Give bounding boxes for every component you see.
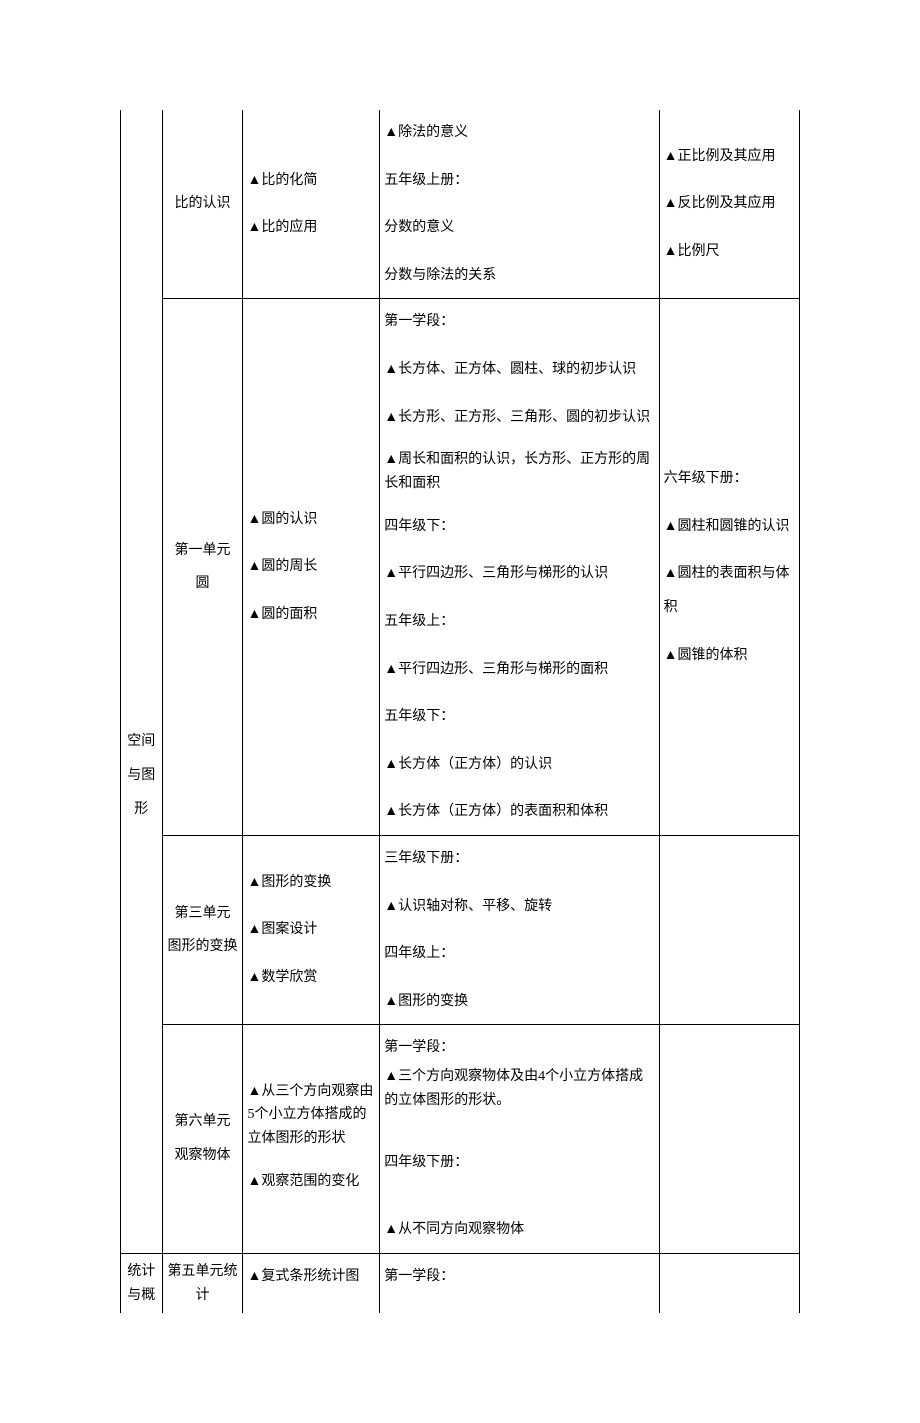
cell: ▲从三个方向观察由5个小立方体搭成的立体图形的形状 ▲观察范围的变化 bbox=[243, 1025, 380, 1254]
cell: 六年级下册： ▲圆柱和圆锥的认识 ▲圆柱的表面积与体积 ▲圆锥的体积 bbox=[659, 299, 799, 836]
text: 第一学段： bbox=[384, 305, 654, 339]
text: 比的认识 bbox=[175, 196, 231, 211]
text: ▲反比例及其应用 bbox=[664, 187, 795, 221]
text: 第一单元 bbox=[167, 534, 239, 568]
cell: 比的认识 bbox=[162, 110, 243, 299]
cell: 第三单元 图形的变换 bbox=[162, 835, 243, 1024]
curriculum-table: 比的认识 ▲比的化简 ▲比的应用 ▲除法的意义 五年级上册： 分数的意义 分数与… bbox=[120, 110, 800, 1313]
table-row: 比的认识 ▲比的化简 ▲比的应用 ▲除法的意义 五年级上册： 分数的意义 分数与… bbox=[121, 110, 800, 299]
cell: 第六单元 观察物体 bbox=[162, 1025, 243, 1254]
table-row: 统计与概 第五单元统计 ▲复式条形统计图 第一学段： bbox=[121, 1253, 800, 1313]
cell: 统计与概 bbox=[121, 1253, 163, 1313]
text: ▲图形的变换 bbox=[247, 866, 375, 900]
text: ▲比的应用 bbox=[247, 211, 375, 245]
cell: 三年级下册： ▲认识轴对称、平移、旋转 四年级上： ▲图形的变换 bbox=[380, 835, 659, 1024]
text: ▲圆柱的表面积与体积 bbox=[664, 557, 795, 624]
text: 第五单元统计 bbox=[168, 1264, 238, 1303]
cell bbox=[659, 1025, 799, 1254]
cell: ▲正比例及其应用 ▲反比例及其应用 ▲比例尺 bbox=[659, 110, 799, 299]
text: 三年级下册： bbox=[384, 842, 654, 876]
cell: 第一单元 圆 bbox=[162, 299, 243, 836]
text: ▲从三个方向观察由5个小立方体搭成的立体图形的形状 bbox=[247, 1080, 375, 1151]
text: 第一学段： bbox=[384, 1031, 654, 1065]
text: 分数与除法的关系 bbox=[384, 259, 654, 293]
cell bbox=[659, 1253, 799, 1313]
cell: 第一学段： bbox=[380, 1253, 659, 1313]
text: ▲数学欣赏 bbox=[247, 961, 375, 995]
text: ▲认识轴对称、平移、旋转 bbox=[384, 890, 654, 924]
text: 第六单元 bbox=[167, 1105, 239, 1139]
text: 统计与概 bbox=[127, 1264, 155, 1303]
text: ▲正比例及其应用 bbox=[664, 140, 795, 174]
text: ▲圆锥的体积 bbox=[664, 639, 795, 673]
text: ▲观察范围的变化 bbox=[247, 1165, 375, 1199]
cell: ▲比的化简 ▲比的应用 bbox=[243, 110, 380, 299]
text: ▲长方体（正方体）的表面积和体积 bbox=[384, 795, 654, 829]
text: 四年级下册： bbox=[384, 1146, 654, 1180]
text: 分数的意义 bbox=[384, 211, 654, 245]
text: ▲比例尺 bbox=[664, 235, 795, 269]
cell: ▲复式条形统计图 bbox=[243, 1253, 380, 1313]
text: ▲图形的变换 bbox=[384, 985, 654, 1019]
text: ▲图案设计 bbox=[247, 913, 375, 947]
text: 第一学段： bbox=[384, 1269, 454, 1284]
table-row: 第六单元 观察物体 ▲从三个方向观察由5个小立方体搭成的立体图形的形状 ▲观察范… bbox=[121, 1025, 800, 1254]
text: ▲圆的周长 bbox=[247, 550, 375, 584]
table-row: 第三单元 图形的变换 ▲图形的变换 ▲图案设计 ▲数学欣赏 三年级下册： ▲认识… bbox=[121, 835, 800, 1024]
text: ▲平行四边形、三角形与梯形的面积 bbox=[384, 653, 654, 687]
text: ▲复式条形统计图 bbox=[247, 1269, 359, 1284]
table-row: 空间与图形 第一单元 圆 ▲圆的认识 ▲圆的周长 ▲圆的面积 第一学段： ▲长方… bbox=[121, 299, 800, 836]
text: 五年级上册： bbox=[384, 164, 654, 198]
text: ▲圆的面积 bbox=[247, 598, 375, 632]
text: 圆 bbox=[167, 567, 239, 601]
text: 六年级下册： bbox=[664, 462, 795, 496]
text: ▲圆的认识 bbox=[247, 503, 375, 537]
text: 图形的变换 bbox=[167, 930, 239, 964]
text: ▲周长和面积的认识，长方形、正方形的周长和面积 bbox=[384, 448, 654, 496]
cell: ▲圆的认识 ▲圆的周长 ▲圆的面积 bbox=[243, 299, 380, 836]
text: ▲长方体、正方体、圆柱、球的初步认识 bbox=[384, 353, 654, 387]
text: 五年级下： bbox=[384, 700, 654, 734]
cell: 空间与图形 bbox=[121, 299, 163, 1253]
text: ▲长方体（正方体）的认识 bbox=[384, 748, 654, 782]
text: ▲三个方向观察物体及由4个小立方体搭成的立体图形的形状。 bbox=[384, 1065, 654, 1113]
text: ▲除法的意义 bbox=[384, 116, 654, 150]
cell: 第一学段： ▲三个方向观察物体及由4个小立方体搭成的立体图形的形状。 四年级下册… bbox=[380, 1025, 659, 1254]
text: ▲平行四边形、三角形与梯形的认识 bbox=[384, 557, 654, 591]
cell: 第一学段： ▲长方体、正方体、圆柱、球的初步认识 ▲长方形、正方形、三角形、圆的… bbox=[380, 299, 659, 836]
text: 五年级上： bbox=[384, 605, 654, 639]
text: ▲圆柱和圆锥的认识 bbox=[664, 510, 795, 544]
text: 观察物体 bbox=[167, 1139, 239, 1173]
cell bbox=[659, 835, 799, 1024]
text: 四年级下： bbox=[384, 510, 654, 544]
text: ▲长方形、正方形、三角形、圆的初步认识 bbox=[384, 401, 654, 435]
cell bbox=[121, 110, 163, 299]
cell: ▲除法的意义 五年级上册： 分数的意义 分数与除法的关系 bbox=[380, 110, 659, 299]
text: ▲从不同方向观察物体 bbox=[384, 1213, 654, 1247]
text: ▲比的化简 bbox=[247, 164, 375, 198]
text: 空间与图形 bbox=[127, 734, 155, 816]
text: 第三单元 bbox=[167, 897, 239, 931]
text: 四年级上： bbox=[384, 937, 654, 971]
cell: 第五单元统计 bbox=[162, 1253, 243, 1313]
cell: ▲图形的变换 ▲图案设计 ▲数学欣赏 bbox=[243, 835, 380, 1024]
